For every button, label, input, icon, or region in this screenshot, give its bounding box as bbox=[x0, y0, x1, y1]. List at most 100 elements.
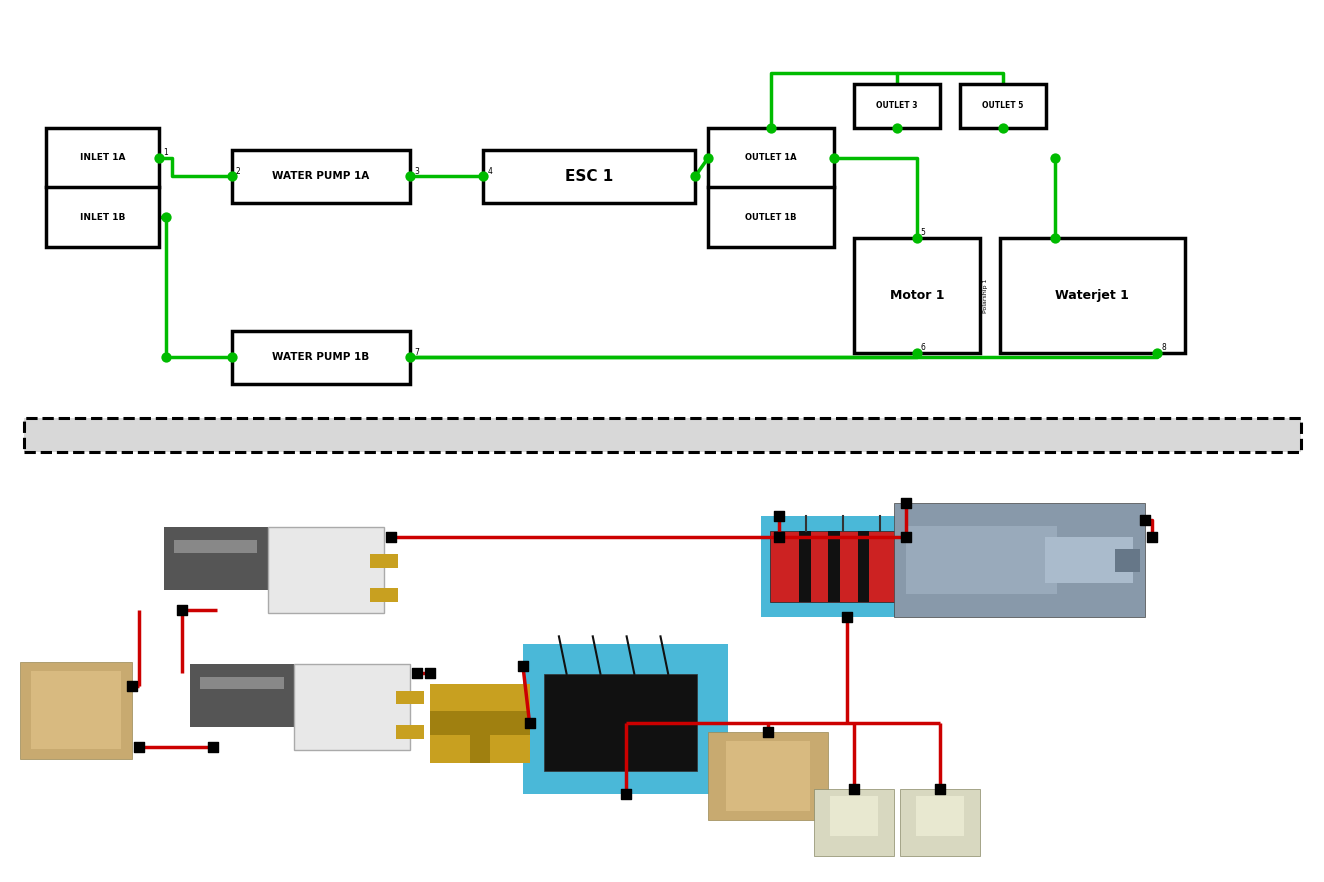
Bar bbox=[894, 503, 1145, 617]
Bar bbox=[854, 84, 940, 128]
Point bbox=[614, 787, 637, 801]
Bar bbox=[1045, 537, 1133, 583]
Bar bbox=[430, 711, 530, 736]
Bar bbox=[726, 741, 809, 811]
Bar bbox=[369, 588, 397, 602]
Bar bbox=[829, 531, 841, 602]
Text: Waterjet 1: Waterjet 1 bbox=[1055, 289, 1129, 302]
Point bbox=[1045, 151, 1066, 165]
Text: ESC 1: ESC 1 bbox=[565, 168, 613, 184]
Bar bbox=[396, 725, 424, 738]
Point bbox=[380, 529, 401, 543]
Point bbox=[203, 740, 224, 754]
Bar bbox=[232, 331, 410, 384]
Bar bbox=[173, 540, 257, 553]
Bar bbox=[1000, 238, 1185, 353]
Point bbox=[400, 350, 421, 364]
Bar bbox=[232, 150, 410, 203]
Bar bbox=[46, 128, 159, 247]
Bar bbox=[294, 664, 410, 750]
Text: 3: 3 bbox=[414, 167, 420, 176]
Bar bbox=[267, 527, 384, 614]
Point bbox=[906, 231, 927, 245]
Bar bbox=[708, 128, 834, 247]
Bar bbox=[430, 684, 530, 763]
Bar bbox=[906, 526, 1057, 594]
Bar bbox=[858, 531, 870, 602]
Point bbox=[420, 666, 441, 680]
Point bbox=[685, 169, 706, 183]
Point bbox=[473, 169, 494, 183]
Point bbox=[519, 716, 540, 730]
Text: 8: 8 bbox=[1161, 343, 1166, 352]
Point bbox=[406, 666, 428, 680]
Text: Motor 1: Motor 1 bbox=[890, 289, 944, 302]
Text: WATER PUMP 1A: WATER PUMP 1A bbox=[273, 171, 369, 182]
Bar bbox=[544, 674, 698, 771]
Text: 7: 7 bbox=[414, 348, 420, 356]
Point bbox=[757, 725, 779, 739]
Bar bbox=[470, 727, 490, 763]
Point bbox=[128, 740, 150, 754]
Point bbox=[155, 350, 176, 364]
Bar bbox=[24, 418, 1301, 452]
Text: OUTLET 1B: OUTLET 1B bbox=[745, 213, 797, 221]
Point bbox=[512, 659, 534, 674]
Point bbox=[843, 782, 865, 796]
Text: Polarship 1: Polarship 1 bbox=[982, 279, 988, 312]
Point bbox=[122, 679, 143, 693]
Bar bbox=[164, 527, 267, 591]
Bar bbox=[814, 789, 894, 856]
Point bbox=[824, 151, 845, 165]
Point bbox=[400, 169, 421, 183]
Text: 1: 1 bbox=[163, 148, 168, 157]
Bar bbox=[32, 671, 122, 749]
Text: 2: 2 bbox=[236, 167, 241, 176]
Point bbox=[768, 529, 789, 543]
Text: INLET 1B: INLET 1B bbox=[79, 213, 126, 221]
Point bbox=[221, 350, 242, 364]
Point bbox=[760, 121, 781, 135]
Text: 5: 5 bbox=[922, 228, 925, 237]
Point bbox=[768, 509, 789, 523]
Point bbox=[887, 121, 908, 135]
Bar bbox=[483, 150, 695, 203]
Bar bbox=[800, 531, 810, 602]
Point bbox=[906, 346, 927, 360]
Bar bbox=[523, 644, 728, 794]
Text: 6: 6 bbox=[922, 343, 925, 352]
Bar bbox=[24, 418, 1301, 452]
Point bbox=[155, 210, 176, 224]
Text: OUTLET 3: OUTLET 3 bbox=[876, 101, 918, 110]
Point bbox=[221, 169, 242, 183]
Text: OUTLET 5: OUTLET 5 bbox=[982, 101, 1023, 110]
Point bbox=[1147, 346, 1168, 360]
Point bbox=[148, 151, 169, 165]
Point bbox=[1141, 529, 1162, 543]
Bar bbox=[761, 516, 933, 617]
Bar bbox=[200, 676, 283, 690]
Bar bbox=[830, 796, 878, 836]
Bar bbox=[769, 531, 916, 602]
Point bbox=[698, 151, 719, 165]
Point bbox=[993, 121, 1014, 135]
Bar bbox=[854, 238, 980, 353]
Point bbox=[895, 529, 916, 543]
Text: 4: 4 bbox=[487, 167, 493, 176]
Bar bbox=[369, 554, 397, 568]
Bar bbox=[191, 664, 294, 727]
Point bbox=[837, 610, 858, 624]
Text: OUTLET 1A: OUTLET 1A bbox=[745, 153, 797, 162]
Point bbox=[1135, 513, 1156, 527]
Point bbox=[171, 603, 193, 617]
Point bbox=[895, 496, 916, 510]
Text: INLET 1A: INLET 1A bbox=[79, 153, 126, 162]
Bar bbox=[1115, 549, 1140, 572]
Bar bbox=[900, 789, 980, 856]
Bar bbox=[708, 732, 828, 820]
Point bbox=[929, 782, 951, 796]
Bar bbox=[916, 796, 964, 836]
Text: WATER PUMP 1B: WATER PUMP 1B bbox=[273, 352, 369, 363]
Bar bbox=[20, 662, 132, 759]
Bar bbox=[396, 691, 424, 704]
